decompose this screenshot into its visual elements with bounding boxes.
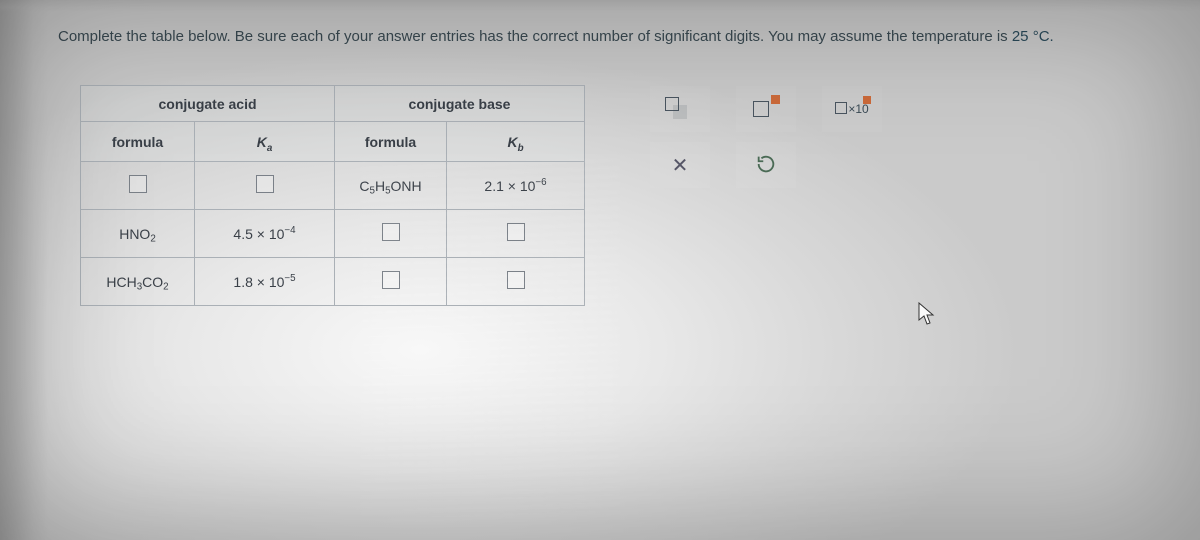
blank-input[interactable]: [129, 175, 147, 193]
table-row: HCH3CO21.8 × 10−5: [81, 258, 585, 306]
colhead-acid-formula: formula: [81, 122, 195, 162]
cell-kb-0: 2.1 × 10−6: [447, 162, 585, 210]
cell-ka-0[interactable]: [195, 162, 335, 210]
close-icon: ✕: [672, 153, 689, 178]
instruction-temperature: 25 °C.: [1012, 28, 1054, 45]
screen-bezel-left: [0, 0, 48, 540]
instruction-prefix: Complete the table below. Be sure each o…: [58, 28, 1012, 45]
tool-superscript[interactable]: [736, 86, 796, 132]
tool-reset[interactable]: [736, 142, 796, 188]
tool-clear[interactable]: ✕: [650, 142, 710, 188]
blank-input[interactable]: [507, 271, 525, 289]
cell-acid-formula-0[interactable]: [81, 162, 195, 210]
header-conjugate-acid: conjugate acid: [81, 86, 335, 122]
superscript-icon: [749, 95, 783, 123]
colhead-ka: Ka: [195, 122, 335, 162]
table-row: C5H5ONH2.1 × 10−6: [81, 162, 585, 210]
table-row: HNO24.5 × 10−4: [81, 210, 585, 258]
cell-kb-1[interactable]: [447, 210, 585, 258]
cell-base-formula-0: C5H5ONH: [335, 162, 447, 210]
colhead-kb: Kb: [447, 122, 585, 162]
tool-times-ten-power[interactable]: ×10: [822, 86, 882, 132]
cell-acid-formula-2: HCH3CO2: [81, 258, 195, 306]
fill-blank-icon: [663, 95, 697, 123]
instruction-text: Complete the table below. Be sure each o…: [58, 28, 1170, 45]
cell-base-formula-1[interactable]: [335, 210, 447, 258]
cell-ka-1: 4.5 × 10−4: [195, 210, 335, 258]
screen-bezel-top: [0, 0, 1200, 12]
colhead-base-formula: formula: [335, 122, 447, 162]
times-ten-icon: ×10: [835, 102, 868, 116]
cell-base-formula-2[interactable]: [335, 258, 447, 306]
acid-base-table: conjugate acid conjugate base formula Ka…: [80, 85, 585, 306]
tool-tray: ×10 ✕: [650, 86, 870, 188]
tool-fill-blank[interactable]: [650, 86, 710, 132]
blank-input[interactable]: [382, 271, 400, 289]
mouse-cursor-icon: [918, 302, 936, 326]
blank-input[interactable]: [507, 223, 525, 241]
header-conjugate-base: conjugate base: [335, 86, 585, 122]
blank-input[interactable]: [256, 175, 274, 193]
cell-ka-2: 1.8 × 10−5: [195, 258, 335, 306]
blank-input[interactable]: [382, 223, 400, 241]
reset-icon: [755, 153, 777, 178]
cell-acid-formula-1: HNO2: [81, 210, 195, 258]
cell-kb-2[interactable]: [447, 258, 585, 306]
